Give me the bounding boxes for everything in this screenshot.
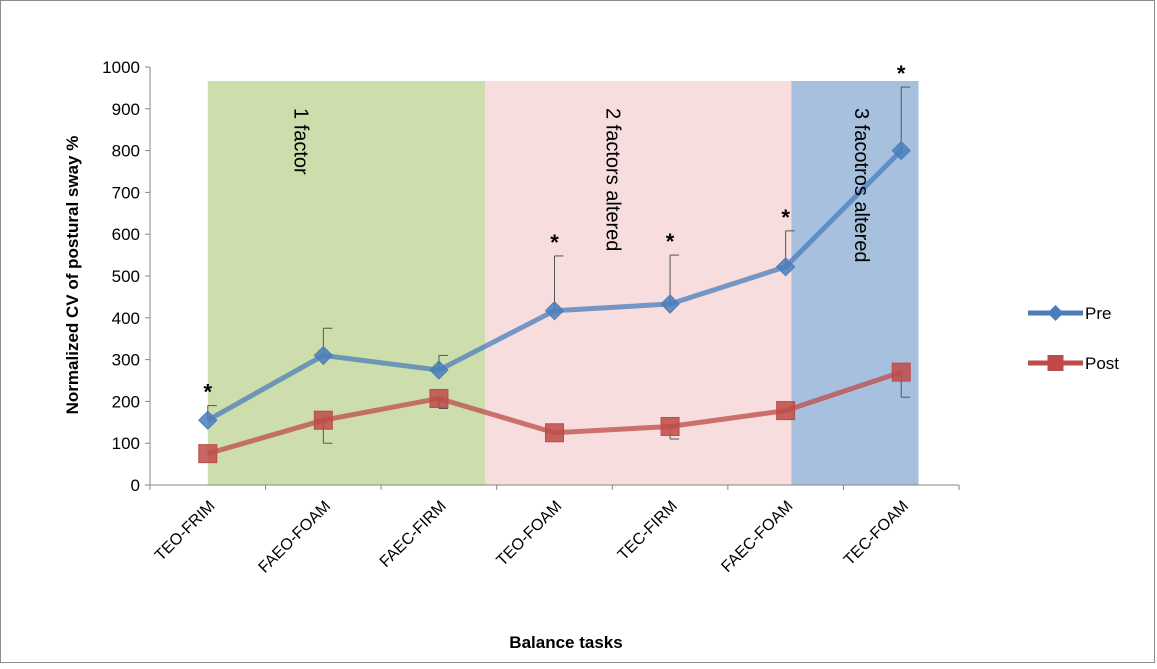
y-tick-label: 800: [112, 142, 140, 161]
x-tick-label: TEO-FRIM: [152, 498, 219, 565]
x-tick-label: TEC-FOAM: [841, 498, 912, 569]
region-labels: 1 factor 2 factors altered 3 facotros alte…: [289, 108, 872, 263]
y-tick-label: 200: [112, 392, 140, 411]
x-tick-label: FAEC-FIRM: [377, 498, 450, 571]
legend-marker-pre: [1047, 305, 1064, 321]
post-point: [313, 410, 333, 430]
pre-point: [198, 410, 218, 430]
x-axis-label: Balance tasks: [509, 633, 622, 652]
post-point: [545, 423, 564, 443]
axes: [145, 66, 960, 490]
y-tick-label: 0: [131, 476, 140, 495]
x-tick-labels: TEO-FRIM FAEO-FOAM FAEC-FIRM TEO-FOAM TEC-FI…: [152, 498, 912, 577]
y-tick-label: 300: [112, 351, 140, 370]
significance-star: *: [204, 380, 213, 405]
significance-star: *: [550, 230, 559, 255]
y-tick-label: 100: [112, 434, 140, 453]
region-1: [207, 81, 486, 485]
legend-marker-post: [1047, 355, 1064, 371]
pre-point: [544, 300, 565, 321]
significance-star: *: [666, 229, 675, 254]
region-label-2: 2 factors altered: [602, 108, 624, 251]
y-tick-labels: 0 100 200 300 400 500 600 700 800 900 1000: [102, 58, 140, 495]
pre-point: [660, 294, 680, 314]
y-tick-label: 900: [112, 100, 140, 119]
y-tick-label: 400: [112, 309, 140, 328]
pre-point: [313, 345, 334, 366]
region-label-1: 1 factor: [289, 108, 311, 175]
y-tick-label: 500: [112, 267, 140, 286]
legend-label-pre: Pre: [1085, 304, 1111, 323]
post-point: [891, 362, 911, 382]
y-axis-label: Normalized CV of postural sway %: [63, 136, 82, 415]
post-point: [429, 388, 449, 408]
pre-point: [775, 257, 796, 277]
region-label-3: 3 facotros altered: [850, 108, 872, 263]
post-point: [776, 401, 796, 421]
significance-star: *: [897, 61, 906, 86]
x-tick-label: TEC-FIRM: [615, 498, 681, 564]
post-point: [660, 416, 680, 436]
y-tick-label: 1000: [102, 58, 140, 77]
pre-point: [891, 140, 911, 161]
legend-label-post: Post: [1085, 354, 1119, 373]
significance-markers: * * * * *: [204, 61, 906, 405]
x-tick-label: FAEC-FOAM: [718, 498, 796, 576]
x-tick-label: TEO-FOAM: [494, 498, 566, 570]
legend: Pre Post: [1028, 304, 1119, 373]
y-tick-label: 700: [112, 183, 140, 202]
post-point: [198, 444, 218, 464]
significance-star: *: [781, 205, 790, 230]
pre-point: [429, 360, 449, 380]
series-markers: [198, 140, 911, 464]
x-tick-label: FAEO-FOAM: [256, 498, 335, 577]
y-tick-label: 600: [112, 225, 140, 244]
